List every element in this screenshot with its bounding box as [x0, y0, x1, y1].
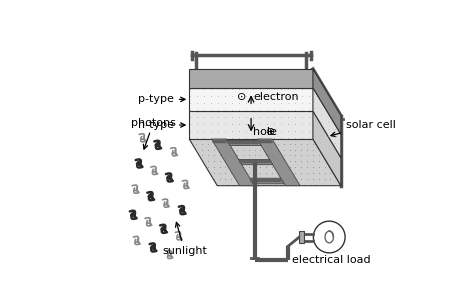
Text: p-type: p-type — [138, 94, 185, 104]
Text: ⊕: ⊕ — [266, 127, 276, 137]
Polygon shape — [189, 139, 341, 186]
Text: n-type: n-type — [138, 120, 185, 130]
Text: ⊙: ⊙ — [237, 92, 246, 102]
Polygon shape — [189, 111, 313, 139]
Polygon shape — [313, 88, 341, 158]
Bar — [300, 231, 303, 243]
Polygon shape — [257, 139, 300, 186]
Text: hole: hole — [254, 127, 277, 137]
Text: electron: electron — [254, 92, 299, 102]
Polygon shape — [227, 140, 261, 145]
Polygon shape — [250, 178, 284, 184]
Polygon shape — [239, 160, 273, 165]
Polygon shape — [313, 69, 341, 134]
Text: electrical load: electrical load — [292, 246, 371, 265]
Polygon shape — [211, 139, 255, 186]
Text: photons: photons — [131, 118, 176, 149]
Polygon shape — [189, 69, 313, 88]
Text: solar cell: solar cell — [331, 120, 395, 137]
Polygon shape — [313, 111, 341, 186]
Polygon shape — [189, 88, 313, 111]
Circle shape — [313, 221, 345, 253]
Text: sunlight: sunlight — [162, 222, 207, 256]
